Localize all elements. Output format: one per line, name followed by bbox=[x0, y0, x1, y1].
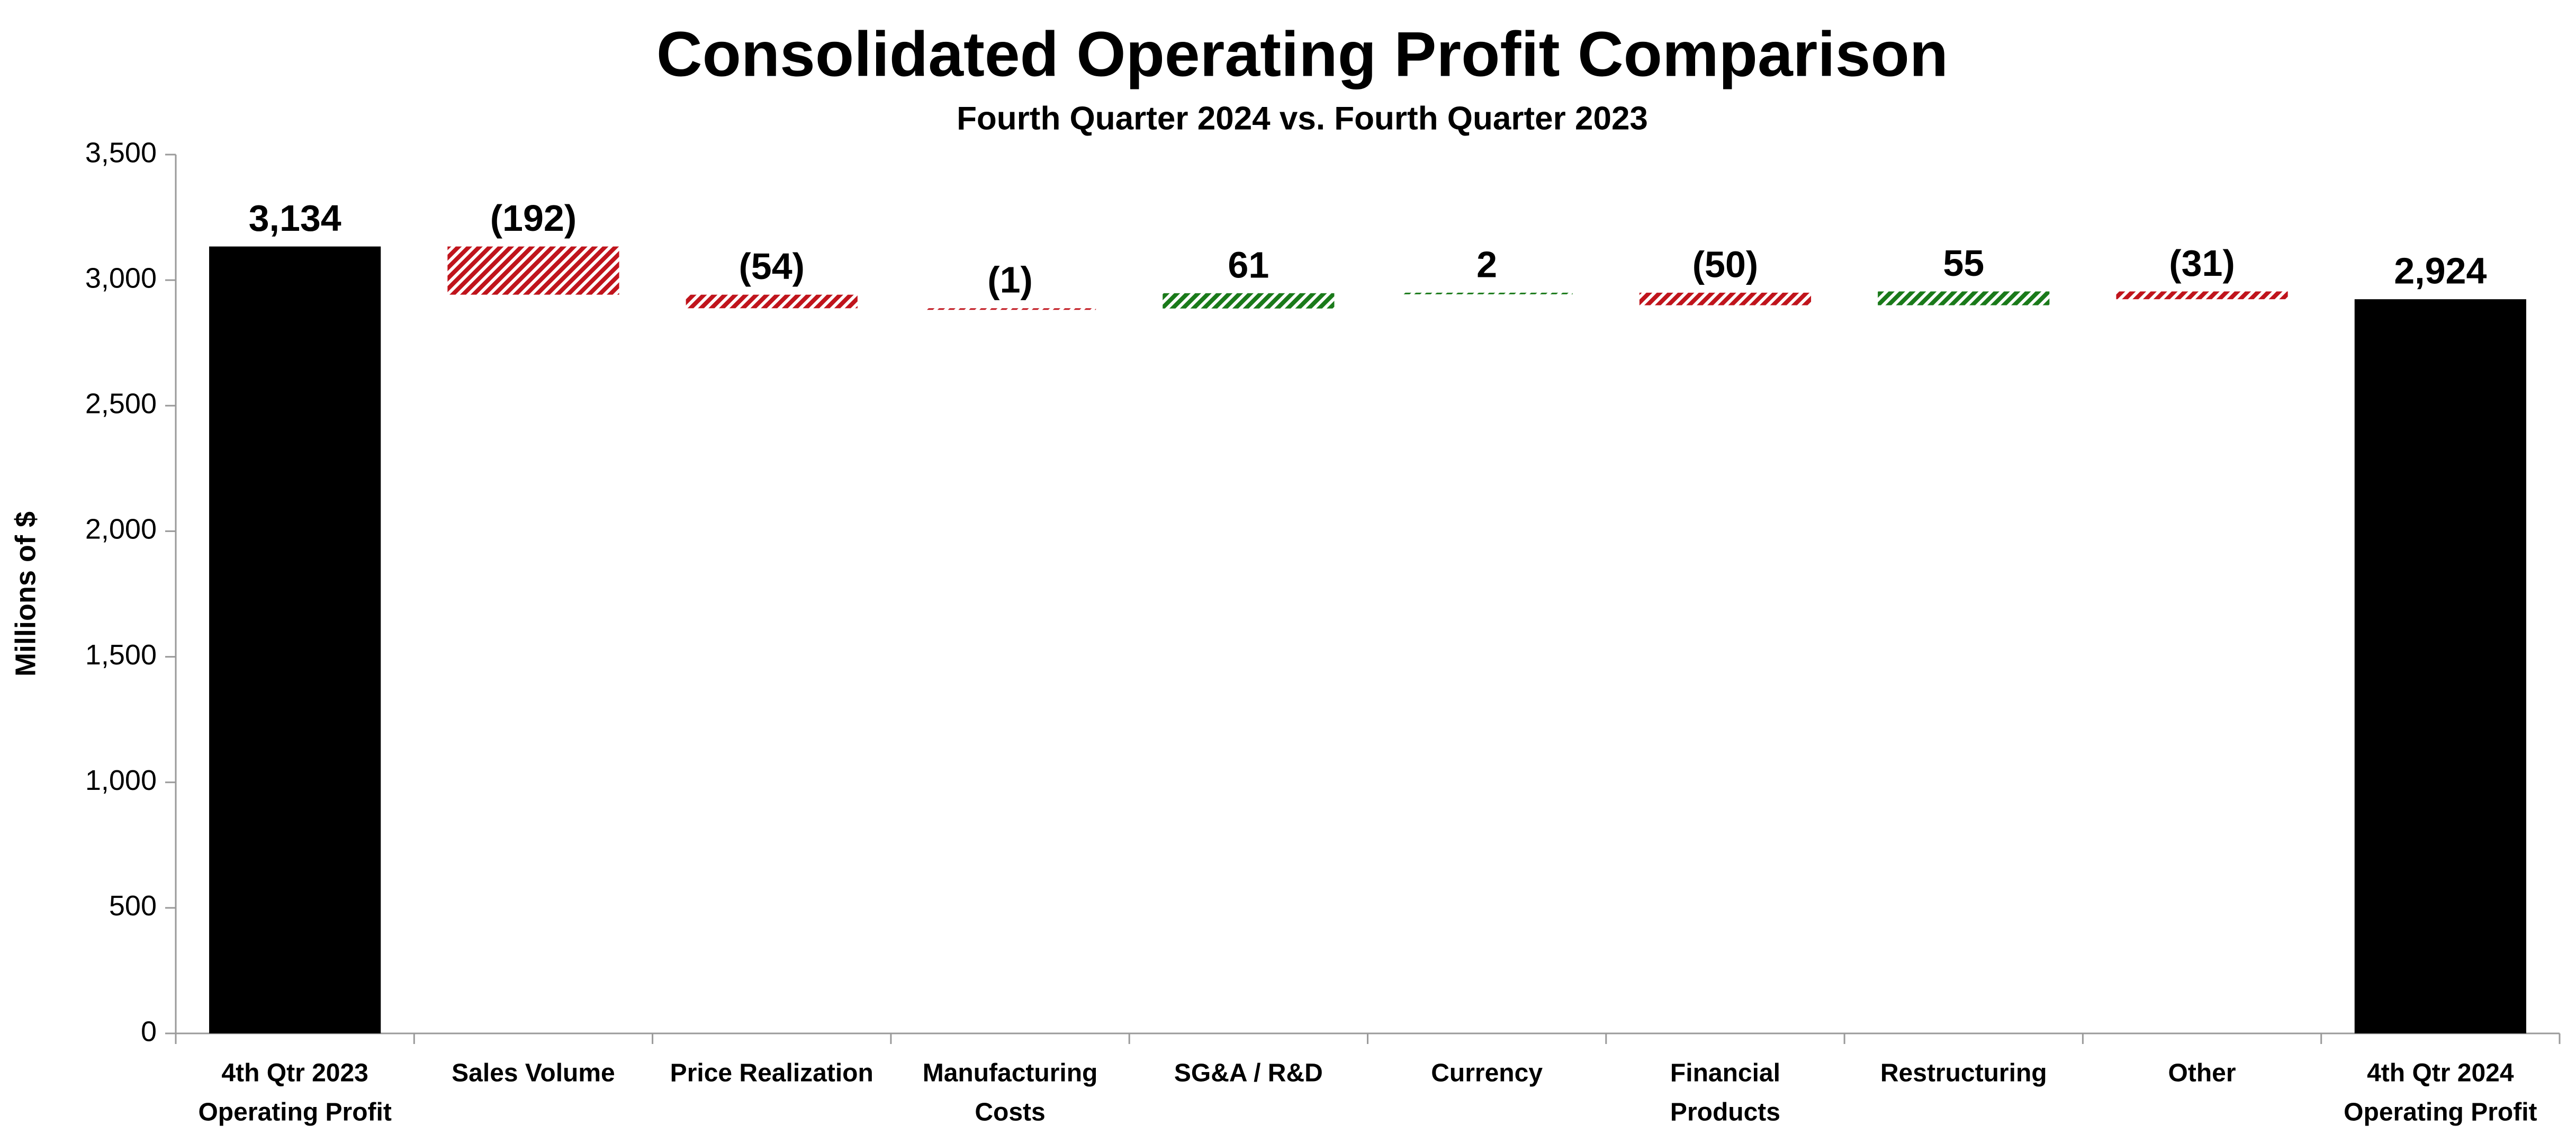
y-tick-label: 2,500 bbox=[85, 388, 157, 420]
x-tick-label: Products bbox=[1670, 1099, 1780, 1127]
y-tick-label: 3,500 bbox=[85, 137, 157, 168]
value-label: 2,924 bbox=[2394, 250, 2487, 292]
bar bbox=[2354, 299, 2526, 1033]
bar bbox=[1878, 291, 2050, 305]
y-tick-label: 500 bbox=[109, 890, 157, 922]
y-tick-label: 0 bbox=[141, 1015, 157, 1047]
bar bbox=[1401, 292, 1573, 294]
y-tick-label: 2,000 bbox=[85, 514, 157, 545]
bar bbox=[686, 294, 858, 309]
x-tick-label: 4th Qtr 2024 bbox=[2367, 1059, 2514, 1087]
value-label: 61 bbox=[1228, 244, 1269, 285]
x-tick-label: Restructuring bbox=[1880, 1059, 2047, 1087]
x-tick-label: SG&A / R&D bbox=[1174, 1059, 1323, 1087]
value-label: (192) bbox=[490, 197, 577, 239]
bar bbox=[1639, 292, 1812, 305]
bar bbox=[1163, 293, 1335, 309]
x-tick-label: Financial bbox=[1670, 1059, 1780, 1087]
x-tick-label: Price Realization bbox=[670, 1059, 873, 1087]
y-tick-label: 1,000 bbox=[85, 764, 157, 796]
bar bbox=[924, 308, 1096, 310]
x-tick-label: Manufacturing bbox=[923, 1059, 1098, 1087]
value-label: (54) bbox=[739, 246, 805, 287]
y-tick-label: 3,000 bbox=[85, 262, 157, 294]
value-label: (50) bbox=[1692, 244, 1758, 285]
x-tick-label: 4th Qtr 2023 bbox=[221, 1059, 368, 1087]
x-tick-label: Operating Profit bbox=[198, 1099, 391, 1127]
x-tick-label: Operating Profit bbox=[2344, 1099, 2537, 1127]
chart-subtitle: Fourth Quarter 2024 vs. Fourth Quarter 2… bbox=[957, 100, 1648, 137]
value-label: 3,134 bbox=[249, 197, 341, 239]
chart-title: Consolidated Operating Profit Comparison bbox=[656, 19, 1948, 90]
x-tick-label: Currency bbox=[1431, 1059, 1543, 1087]
value-label: 2 bbox=[1476, 244, 1497, 285]
y-axis-label: Millions of $ bbox=[10, 511, 41, 677]
value-label: (1) bbox=[987, 259, 1033, 301]
x-tick-label: Costs bbox=[975, 1099, 1045, 1127]
bar bbox=[209, 246, 381, 1033]
bar bbox=[447, 246, 619, 295]
x-tick-label: Sales Volume bbox=[452, 1059, 615, 1087]
y-tick-label: 1,500 bbox=[85, 639, 157, 671]
bar bbox=[2116, 291, 2288, 300]
value-label: 55 bbox=[1943, 242, 1984, 284]
x-tick-label: Other bbox=[2168, 1059, 2236, 1087]
value-label: (31) bbox=[2169, 242, 2235, 284]
